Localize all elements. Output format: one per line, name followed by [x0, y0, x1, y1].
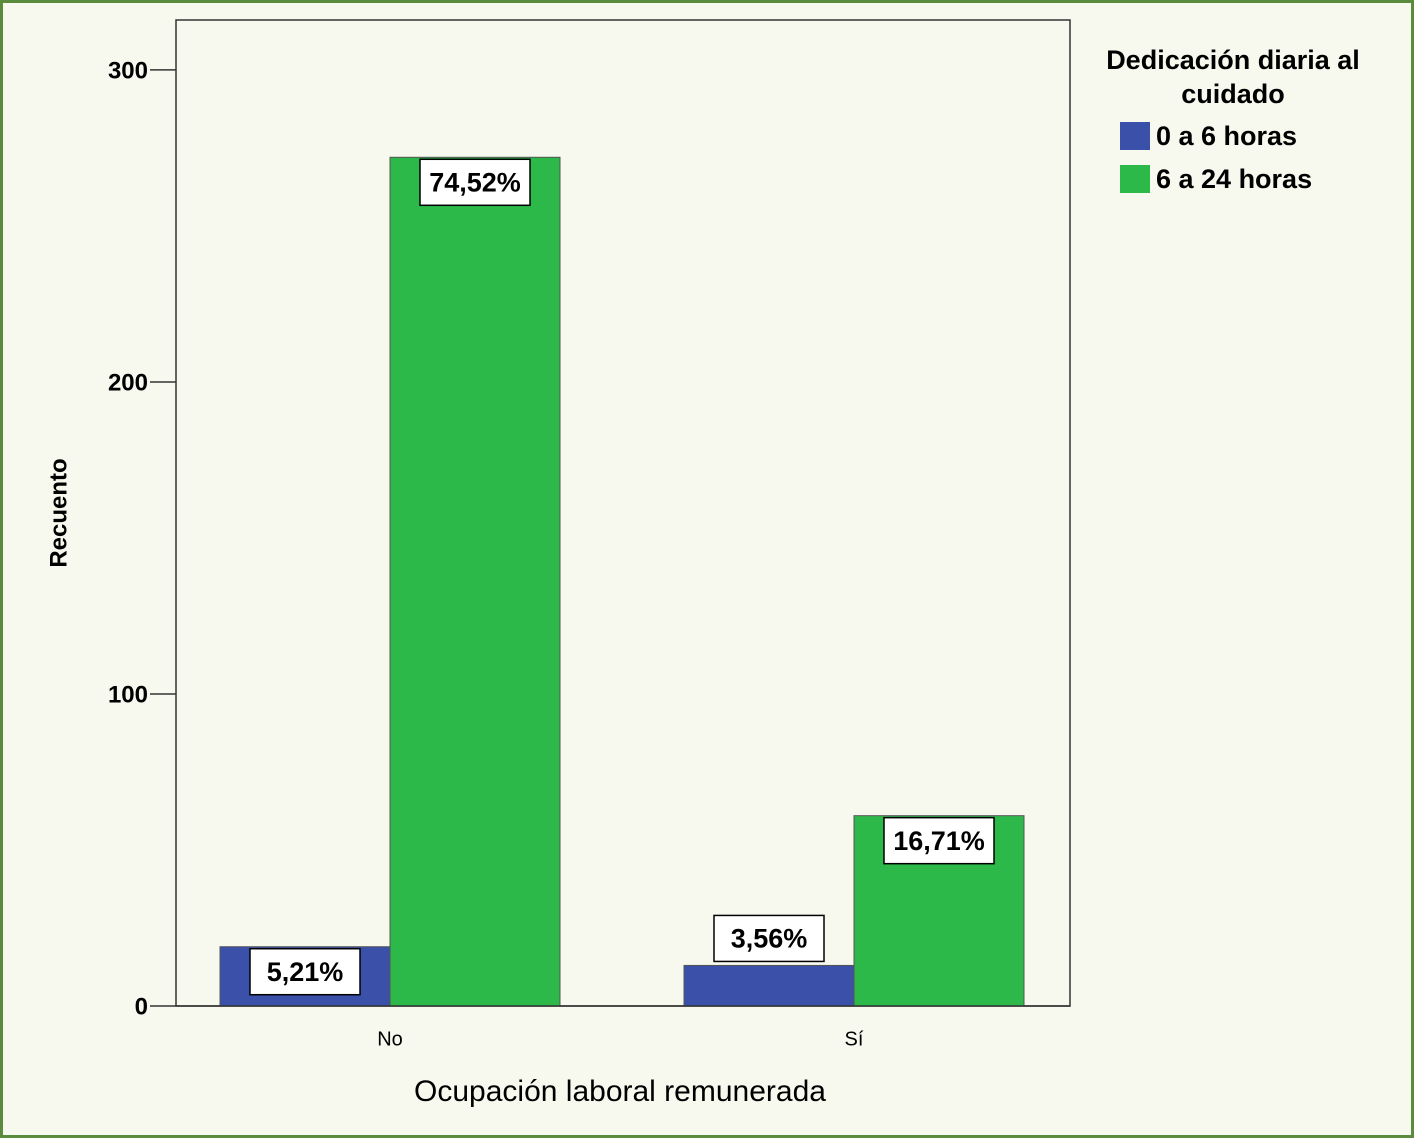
legend-label: 0 a 6 horas — [1156, 121, 1297, 151]
legend-title: Dedicación diaria al — [1106, 45, 1360, 75]
legend-swatch — [1120, 122, 1150, 150]
data-label-box — [713, 914, 825, 963]
y-tick-label: 0 — [135, 993, 148, 1020]
legend-swatch — [1120, 165, 1150, 193]
data-label: 3,56% — [731, 924, 808, 954]
y-tick-label: 300 — [108, 57, 148, 84]
data-label-box — [419, 158, 531, 207]
x-axis-title: Ocupación laboral remunerada — [414, 1075, 826, 1108]
y-tick-label: 100 — [108, 681, 148, 708]
legend-label: 6 a 24 horas — [1156, 164, 1312, 194]
data-label: 16,71% — [893, 826, 985, 856]
legend-title: cuidado — [1181, 79, 1285, 109]
x-tick-label: Sí — [845, 1028, 864, 1050]
data-label-box — [249, 947, 361, 996]
data-label-box — [883, 816, 995, 865]
data-label: 5,21% — [267, 957, 344, 987]
y-tick-label: 200 — [108, 369, 148, 396]
bar — [389, 156, 561, 1007]
data-label: 74,52% — [429, 167, 521, 197]
y-axis-title: Recuento — [45, 458, 72, 567]
x-tick-label: No — [377, 1028, 403, 1050]
bar — [683, 964, 855, 1007]
